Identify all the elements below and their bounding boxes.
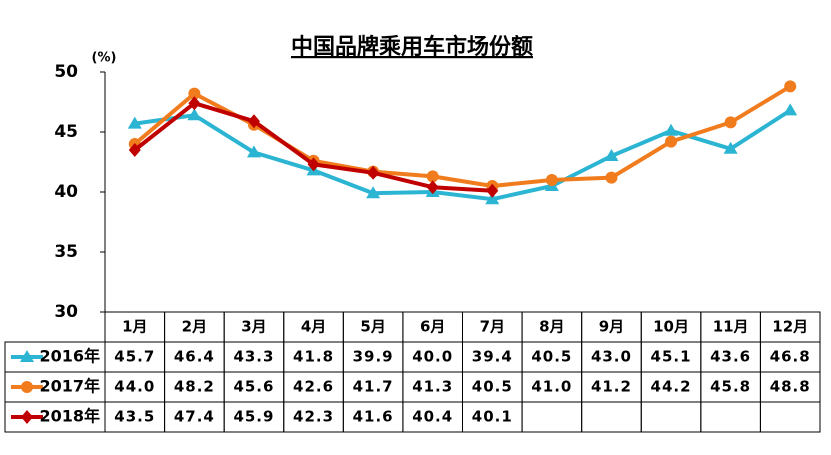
marker — [485, 192, 500, 205]
table-cell — [4, 401, 106, 433]
value-label: 45.9 — [233, 408, 274, 426]
marker — [724, 116, 737, 129]
table-cell — [581, 401, 642, 433]
x-tick-label: 2月 — [182, 318, 207, 336]
value-label: 41.6 — [353, 408, 394, 426]
marker — [426, 180, 439, 195]
table-cell — [640, 401, 702, 433]
legend-label: 2016年 — [39, 347, 100, 366]
x-tick-label: 3月 — [241, 318, 266, 336]
marker — [127, 116, 142, 129]
value-label: 41.3 — [412, 378, 453, 396]
value-label: 39.4 — [472, 348, 513, 366]
value-label: 44.2 — [651, 378, 692, 396]
y-tick-label: 50 — [54, 62, 78, 82]
value-label: 42.3 — [293, 408, 334, 426]
marker — [366, 186, 381, 199]
marker — [21, 381, 33, 393]
table-cell — [759, 401, 821, 433]
legend-label: 2017年 — [39, 377, 100, 396]
marker — [723, 141, 738, 154]
x-tick-label: 7月 — [480, 318, 505, 336]
y-tick-label: 40 — [54, 182, 78, 202]
value-label: 46.4 — [174, 348, 215, 366]
marker — [486, 183, 499, 198]
value-label: 47.4 — [174, 408, 215, 426]
x-tick-label: 5月 — [360, 318, 385, 336]
value-label: 45.6 — [233, 378, 274, 396]
marker — [665, 135, 678, 148]
x-tick-label: 6月 — [420, 318, 445, 336]
y-tick-label: 45 — [54, 122, 78, 142]
value-label: 40.5 — [472, 378, 513, 396]
value-label: 40.0 — [412, 348, 453, 366]
value-label: 46.8 — [770, 348, 811, 366]
value-label: 41.0 — [531, 378, 572, 396]
marker — [426, 170, 439, 183]
x-tick-label: 10月 — [653, 318, 689, 336]
table-cell — [700, 401, 761, 433]
marker — [783, 103, 798, 116]
y-unit: (%) — [92, 51, 117, 66]
marker — [21, 410, 33, 424]
x-tick-label: 4月 — [301, 318, 326, 336]
marker — [784, 80, 797, 93]
marker — [545, 174, 558, 186]
marker — [188, 96, 201, 111]
marker — [188, 87, 201, 100]
marker — [605, 171, 618, 184]
marker — [187, 108, 202, 121]
value-label: 41.2 — [591, 378, 632, 396]
value-label: 48.8 — [770, 378, 811, 396]
marker — [20, 350, 34, 362]
y-tick-label: 35 — [54, 242, 78, 262]
value-label: 41.8 — [293, 348, 334, 366]
value-label: 44.0 — [114, 378, 155, 396]
value-label: 40.5 — [531, 348, 572, 366]
value-label: 40.4 — [412, 408, 453, 426]
marker — [604, 149, 619, 161]
legend-label: 2018年 — [39, 407, 100, 426]
value-label: 41.7 — [353, 378, 394, 396]
value-label: 48.2 — [174, 378, 215, 396]
value-label: 45.8 — [710, 378, 751, 396]
series-line — [134, 108, 792, 202]
value-label: 45.7 — [114, 348, 155, 366]
value-label: 42.6 — [293, 378, 334, 396]
marker — [128, 143, 141, 157]
x-tick-label: 1月 — [122, 318, 147, 336]
value-label: 39.9 — [353, 348, 394, 366]
x-tick-label: 11月 — [713, 318, 749, 336]
value-label: 43.6 — [710, 348, 751, 366]
value-label: 43.3 — [233, 348, 274, 366]
x-tick-label: 9月 — [599, 318, 624, 336]
value-label: 43.5 — [114, 408, 155, 426]
marker — [247, 114, 260, 129]
series-line — [133, 84, 792, 188]
value-label: 45.1 — [651, 348, 692, 366]
marker — [307, 157, 320, 172]
marker — [664, 123, 679, 136]
value-label: 40.1 — [472, 408, 513, 426]
value-label: 43.0 — [591, 348, 632, 366]
x-tick-label: 8月 — [539, 318, 564, 336]
y-tick-label: 30 — [54, 302, 78, 322]
chart-title: 中国品牌乘用车市场份额 — [291, 34, 533, 60]
x-tick-label: 12月 — [772, 318, 808, 336]
marker — [367, 165, 380, 180]
marker — [246, 145, 261, 158]
table-cell — [521, 401, 583, 433]
